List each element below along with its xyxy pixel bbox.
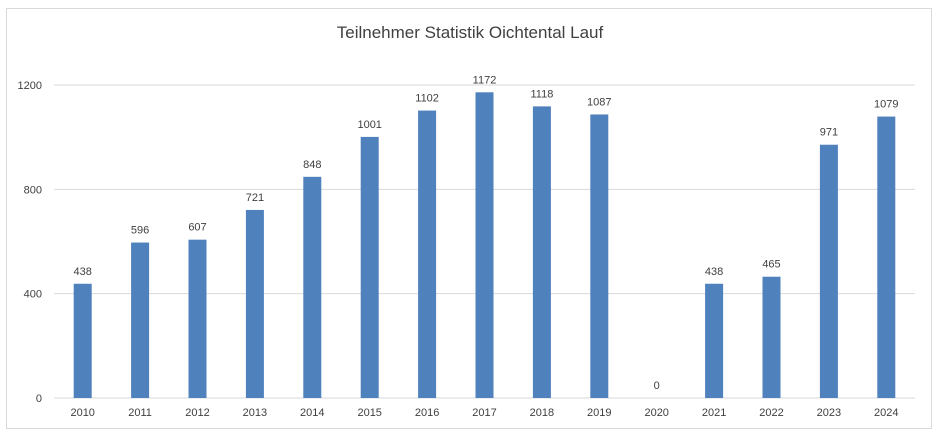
x-tick-label: 2017 (472, 407, 496, 419)
x-axis-ticks: 2010 2011 2012 2013 2014 2015 2016 2017 2018 2019… (70, 407, 898, 419)
y-axis-ticks: 0 400 800 1200 (18, 80, 42, 405)
bar (762, 276, 781, 398)
x-tick-label: 2011 (128, 407, 152, 419)
x-tick-label: 2012 (185, 407, 209, 419)
data-label: 0 (654, 380, 660, 392)
bar (475, 92, 494, 398)
y-tick-label: 800 (24, 184, 42, 196)
chart-title: Teilnehmer Statistik Oichtental Lauf (337, 23, 604, 42)
data-label: 596 (131, 225, 149, 237)
bar (360, 136, 379, 399)
x-tick-label: 2019 (587, 407, 611, 419)
bar (188, 239, 207, 398)
bar (877, 116, 896, 398)
x-tick-label: 2016 (415, 407, 439, 419)
bar (418, 110, 437, 398)
data-label: 438 (705, 266, 723, 278)
bar (705, 283, 724, 398)
x-tick-label: 2018 (530, 407, 554, 419)
x-tick-label: 2014 (300, 407, 324, 419)
bar (590, 114, 609, 398)
bar (819, 144, 838, 398)
x-tick-label: 2010 (70, 407, 94, 419)
x-tick-label: 2021 (702, 407, 726, 419)
bars (73, 92, 896, 399)
bar (303, 176, 322, 398)
y-tick-label: 0 (36, 393, 42, 405)
x-tick-label: 2022 (759, 407, 783, 419)
data-label: 607 (188, 222, 206, 234)
data-label: 465 (762, 259, 780, 271)
bar (245, 209, 264, 398)
x-tick-label: 2023 (817, 407, 841, 419)
data-label: 1118 (530, 88, 553, 100)
y-tick-label: 400 (24, 289, 42, 301)
x-tick-label: 2024 (874, 407, 898, 419)
bar (73, 283, 92, 398)
data-labels: 438 596 607 721 848 1001 1102 1172 1118 1087 0 438 4… (74, 74, 899, 392)
data-label: 1102 (415, 93, 439, 105)
data-label: 971 (820, 127, 838, 139)
bar (131, 242, 150, 398)
bar (532, 106, 551, 398)
data-label: 721 (246, 192, 264, 204)
x-tick-label: 2015 (357, 407, 381, 419)
data-label: 848 (303, 159, 321, 171)
x-tick-label: 2013 (243, 407, 267, 419)
data-label: 1079 (874, 99, 898, 111)
data-label: 1001 (357, 119, 381, 131)
x-tick-label: 2020 (644, 407, 668, 419)
y-tick-label: 1200 (18, 80, 42, 92)
data-label: 1087 (587, 96, 611, 108)
data-label: 438 (74, 266, 92, 278)
data-label: 1172 (473, 74, 497, 86)
